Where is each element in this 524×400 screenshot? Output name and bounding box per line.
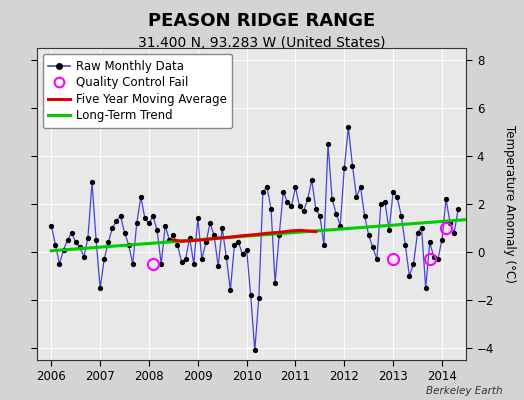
Text: PEASON RIDGE RANGE: PEASON RIDGE RANGE: [148, 12, 376, 30]
Y-axis label: Temperature Anomaly (°C): Temperature Anomaly (°C): [504, 125, 516, 283]
Text: 31.400 N, 93.283 W (United States): 31.400 N, 93.283 W (United States): [138, 36, 386, 50]
Legend: Raw Monthly Data, Quality Control Fail, Five Year Moving Average, Long-Term Tren: Raw Monthly Data, Quality Control Fail, …: [42, 54, 233, 128]
Text: Berkeley Earth: Berkeley Earth: [427, 386, 503, 396]
